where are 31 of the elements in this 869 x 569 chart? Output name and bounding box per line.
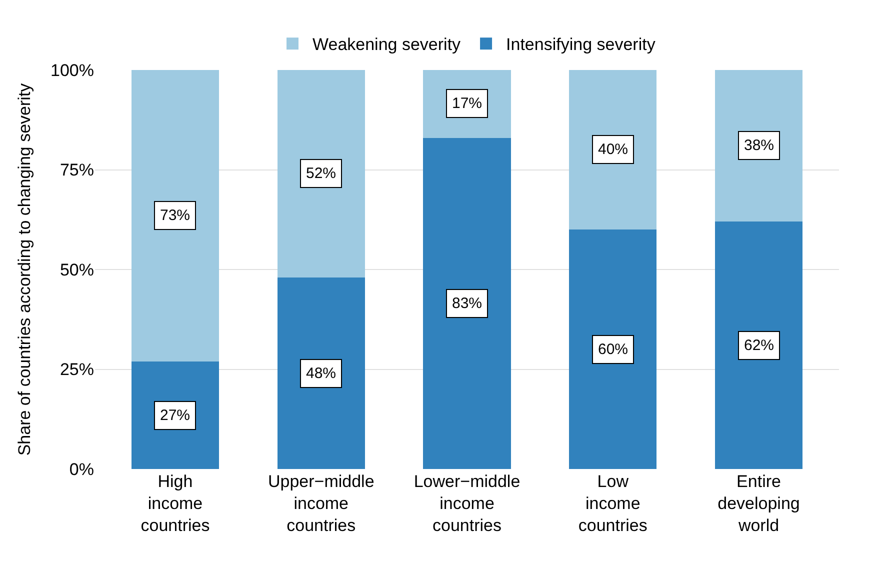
data-label: 38% [744,137,774,154]
bar [277,277,365,469]
bar [569,230,657,469]
y-tick-label: 25% [60,360,94,380]
data-label: 17% [452,95,482,112]
y-axis-title: Share of countries according to changing severity [15,82,34,456]
x-tick-label: High income countries [140,472,210,536]
y-tick-label: 100% [50,60,94,80]
x-tick-label: Low income countries [578,472,648,536]
y-tick-label: 50% [60,260,94,280]
data-label: 73% [160,207,190,224]
data-label: 60% [598,341,628,358]
data-label: 27% [160,407,190,424]
legend-label: Weakening severity [312,35,462,54]
bar [131,70,219,362]
bar [569,70,657,230]
y-tick-label: 0% [69,460,94,479]
data-label: 83% [452,295,482,312]
data-label: 48% [306,365,336,382]
data-label: 62% [744,337,774,354]
data-label: 40% [598,141,628,158]
x-tick-label: Lower−middle income countries [414,472,520,536]
bar [715,222,803,469]
x-tick-label: Entire developing world [718,472,800,536]
data-label: 52% [306,165,336,182]
bar [423,138,511,469]
bar [715,70,803,222]
legend-label: Intensifying severity [506,35,656,54]
x-tick-label: Upper−middle income countries [268,472,374,536]
y-tick-label: 75% [60,160,94,180]
bar [277,70,365,278]
